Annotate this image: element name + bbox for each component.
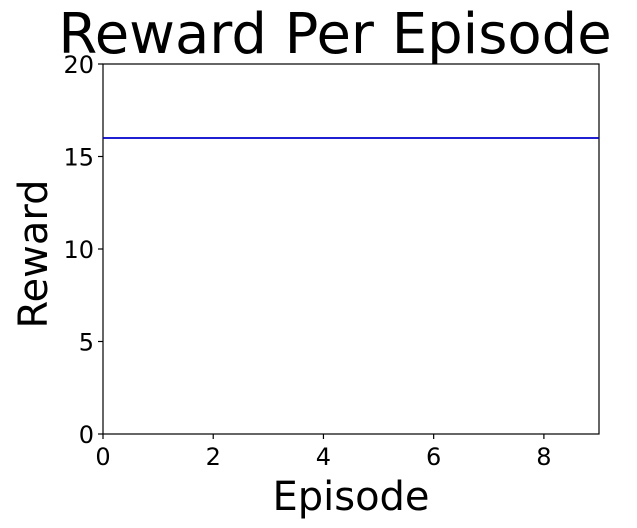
x-tick-label: 6 (426, 443, 441, 471)
y-tick-label: 5 (79, 329, 94, 357)
y-tick-label: 20 (63, 51, 94, 79)
y-tick-label: 10 (63, 236, 94, 264)
x-axis-ticks: 0 2 4 6 8 (95, 434, 552, 471)
y-axis-label: Reward (11, 180, 57, 329)
x-tick-label: 4 (316, 443, 331, 471)
chart-title: Reward Per Episode (58, 2, 611, 67)
y-axis-ticks: 0 5 10 15 20 (63, 51, 103, 449)
x-tick-label: 8 (536, 443, 551, 471)
plot-area (102, 63, 600, 435)
x-tick-label: 0 (95, 443, 110, 471)
x-tick-label: 2 (206, 443, 221, 471)
x-axis-label: Episode (272, 474, 429, 520)
y-tick-label: 15 (63, 144, 94, 172)
y-tick-label: 0 (79, 421, 94, 449)
